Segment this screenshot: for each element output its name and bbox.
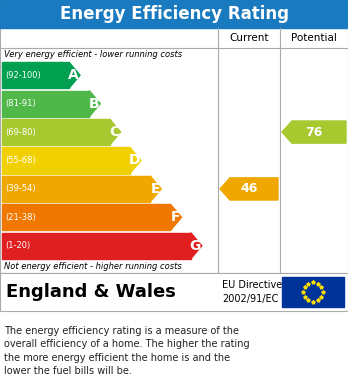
Bar xyxy=(0,0,348,28)
Text: (69-80): (69-80) xyxy=(5,127,36,136)
Text: (1-20): (1-20) xyxy=(5,241,30,250)
Text: 2002/91/EC: 2002/91/EC xyxy=(222,294,278,304)
Polygon shape xyxy=(2,233,191,259)
Text: Very energy efficient - lower running costs: Very energy efficient - lower running co… xyxy=(4,50,182,59)
Text: Current: Current xyxy=(229,33,269,43)
Polygon shape xyxy=(191,233,202,259)
Text: (81-91): (81-91) xyxy=(5,99,35,108)
Polygon shape xyxy=(69,62,80,88)
Polygon shape xyxy=(2,91,89,117)
Polygon shape xyxy=(220,178,278,200)
Polygon shape xyxy=(2,62,69,88)
Polygon shape xyxy=(150,176,161,202)
Text: The energy efficiency rating is a measure of the
overall efficiency of a home. T: The energy efficiency rating is a measur… xyxy=(4,326,250,376)
Text: 76: 76 xyxy=(305,126,323,138)
Text: Not energy efficient - higher running costs: Not energy efficient - higher running co… xyxy=(4,262,182,271)
Bar xyxy=(0,273,348,311)
Text: B: B xyxy=(89,97,99,111)
Text: G: G xyxy=(189,239,201,253)
Text: England & Wales: England & Wales xyxy=(6,283,176,301)
Text: A: A xyxy=(68,68,79,82)
Polygon shape xyxy=(282,121,346,143)
Text: (39-54): (39-54) xyxy=(5,185,35,194)
Text: (92-100): (92-100) xyxy=(5,71,41,80)
Bar xyxy=(0,28,348,273)
Polygon shape xyxy=(110,119,121,145)
Text: EU Directive: EU Directive xyxy=(222,280,282,290)
Text: Potential: Potential xyxy=(291,33,337,43)
Text: 46: 46 xyxy=(240,183,258,196)
Text: Energy Efficiency Rating: Energy Efficiency Rating xyxy=(60,5,288,23)
Text: (55-68): (55-68) xyxy=(5,156,36,165)
Polygon shape xyxy=(2,147,130,174)
Text: (21-38): (21-38) xyxy=(5,213,36,222)
Polygon shape xyxy=(2,204,171,230)
Polygon shape xyxy=(171,204,182,230)
Text: C: C xyxy=(109,125,120,139)
Polygon shape xyxy=(2,119,110,145)
Text: D: D xyxy=(128,154,140,167)
Bar xyxy=(282,277,344,307)
Polygon shape xyxy=(130,147,141,174)
Text: E: E xyxy=(151,182,160,196)
Text: F: F xyxy=(171,210,181,224)
Polygon shape xyxy=(89,91,100,117)
Polygon shape xyxy=(2,176,150,202)
